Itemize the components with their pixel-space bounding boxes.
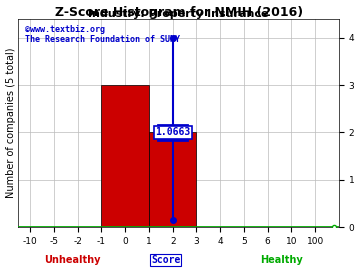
- Title: Z-Score Histogram for NMIH (2016): Z-Score Histogram for NMIH (2016): [55, 6, 303, 19]
- Text: Unhealthy: Unhealthy: [45, 255, 101, 265]
- Bar: [149, 133, 197, 227]
- Text: ©www.textbiz.org
The Research Foundation of SUNY: ©www.textbiz.org The Research Foundation…: [25, 25, 180, 44]
- Y-axis label: Number of companies (5 total): Number of companies (5 total): [5, 48, 15, 198]
- Text: Industry: Property Insurance: Industry: Property Insurance: [89, 9, 269, 19]
- Text: Score: Score: [151, 255, 180, 265]
- Text: 1.0663: 1.0663: [155, 127, 190, 137]
- Text: Healthy: Healthy: [260, 255, 303, 265]
- Bar: [102, 85, 149, 227]
